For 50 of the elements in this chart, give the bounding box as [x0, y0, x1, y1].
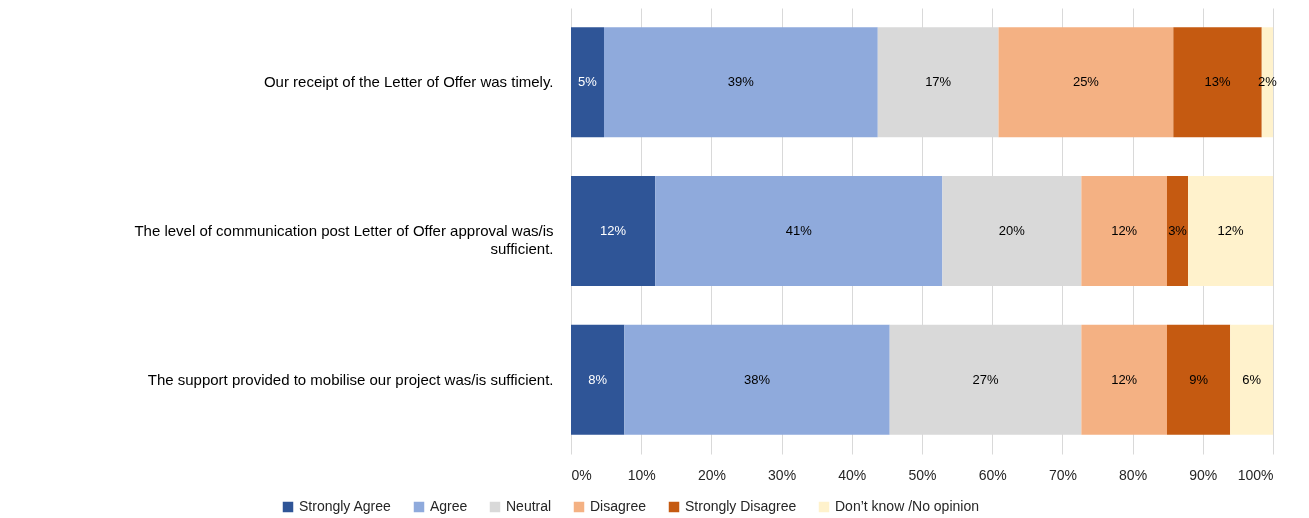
- legend-label: Don’t know /No opinion: [835, 498, 979, 514]
- bar: [571, 324, 625, 435]
- bar: [624, 324, 890, 435]
- x-tick-label: 90%: [1189, 466, 1218, 483]
- data-label: 27%: [972, 371, 999, 387]
- data-label: 20%: [998, 223, 1026, 238]
- bar: [1167, 324, 1231, 435]
- x-tick-label: 40%: [838, 466, 867, 483]
- y-tick-label: Our receipt of the Letter of Offer was timely.: [263, 73, 554, 91]
- data-label: 17%: [925, 74, 952, 90]
- legend-label: Agree: [430, 498, 468, 514]
- bar: [998, 27, 1174, 138]
- bar: [1188, 175, 1273, 287]
- data-label: 25%: [1072, 74, 1100, 90]
- bar: [603, 27, 878, 138]
- bar: [1167, 175, 1189, 287]
- x-tick-label: 0%: [571, 466, 592, 483]
- y-tick-label: The level of communication post Letter of Offer approval was/is sufficient.: [134, 222, 554, 257]
- data-label: 12%: [1111, 371, 1138, 387]
- data-label: 5%: [578, 74, 598, 90]
- legend-label: Neutral: [506, 498, 552, 514]
- x-tick-label: 80%: [1119, 466, 1148, 483]
- data-label: 12%: [600, 223, 627, 238]
- bar: [1230, 324, 1273, 435]
- x-tick-label: 100%: [1237, 466, 1274, 483]
- data-label: 12%: [1217, 223, 1244, 238]
- bar: [571, 175, 656, 287]
- legend-label: Disagree: [590, 498, 647, 514]
- data-label: 38%: [744, 371, 771, 387]
- data-label: 8%: [588, 371, 608, 387]
- data-label: 9%: [1189, 371, 1209, 387]
- data-label: 6%: [1242, 371, 1262, 387]
- x-tick-label: 10%: [627, 466, 656, 483]
- data-label: 3%: [1168, 223, 1188, 238]
- data-label: 13%: [1204, 74, 1231, 90]
- data-label: 41%: [785, 223, 813, 238]
- y-tick-label: The support provided to mobilise our project was/is sufficient.: [147, 370, 554, 388]
- x-tick-label: 70%: [1048, 466, 1077, 483]
- x-tick-label: 50%: [908, 466, 937, 483]
- bar: [1081, 324, 1167, 435]
- bar: [1081, 175, 1167, 287]
- bar: [655, 175, 943, 287]
- legend-label: Strongly Disagree: [685, 498, 797, 514]
- x-tick-label: 30%: [768, 466, 797, 483]
- legend-label: Strongly Agree: [299, 498, 392, 514]
- x-tick-label: 20%: [697, 466, 726, 483]
- x-tick-label: 60%: [978, 466, 1007, 483]
- data-label: 39%: [727, 74, 755, 90]
- bar: [571, 27, 604, 138]
- data-label: 12%: [1111, 223, 1138, 238]
